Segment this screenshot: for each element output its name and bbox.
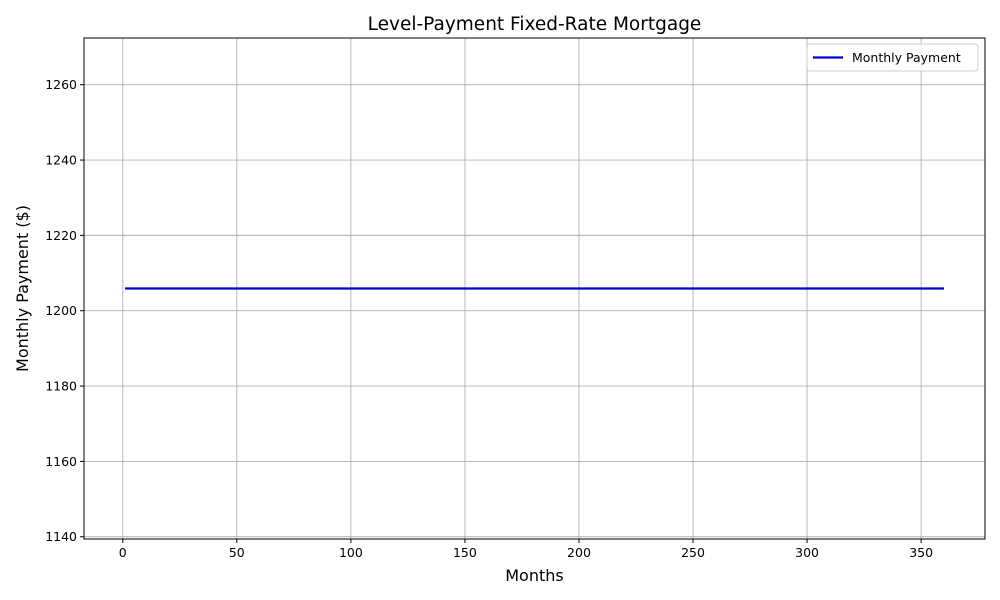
x-tick-label: 200 <box>567 545 591 560</box>
y-tick-label: 1220 <box>45 228 77 243</box>
y-tick-label: 1260 <box>45 77 77 92</box>
x-axis-ticks: 0 50 100 150 200 250 300 350 <box>119 539 933 560</box>
legend-box <box>806 43 979 72</box>
chart-title: Level-Payment Fixed-Rate Mortgage <box>368 14 702 35</box>
y-tick-label: 1240 <box>45 153 77 168</box>
x-tick-label: 250 <box>681 545 705 560</box>
x-axis-label: Months <box>505 566 563 585</box>
y-axis-label: Monthly Payment ($) <box>13 205 32 372</box>
y-axis-ticks: 1140 1160 1180 1200 1220 1240 1260 <box>45 77 84 544</box>
x-tick-label: 300 <box>795 545 819 560</box>
x-tick-label: 50 <box>229 545 245 560</box>
y-tick-label: 1180 <box>45 379 77 394</box>
legend-label-monthly-payment: Monthly Payment <box>852 50 961 65</box>
x-tick-label: 150 <box>453 545 477 560</box>
legend: Monthly Payment <box>806 43 979 72</box>
y-tick-label: 1160 <box>45 454 77 469</box>
y-tick-label: 1140 <box>45 529 77 544</box>
x-tick-label: 350 <box>909 545 933 560</box>
plot-frame <box>83 37 986 540</box>
x-tick-label: 100 <box>339 545 363 560</box>
x-tick-label: 0 <box>119 545 127 560</box>
y-tick-label: 1200 <box>45 303 77 318</box>
